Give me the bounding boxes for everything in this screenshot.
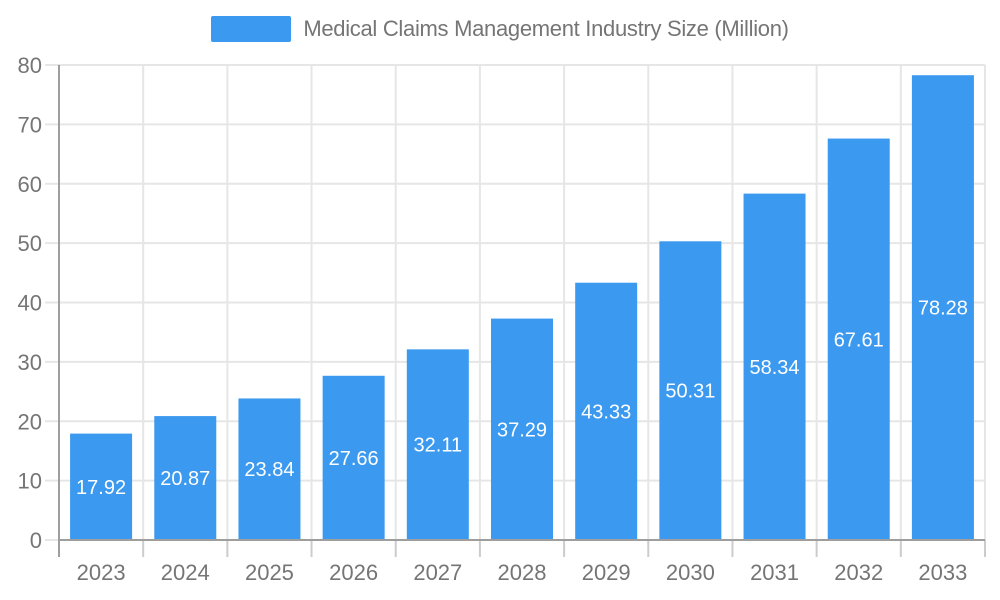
legend-item[interactable]: Medical Claims Management Industry Size … <box>211 16 789 42</box>
x-tick-label: 2033 <box>918 560 967 585</box>
chart-legend: Medical Claims Management Industry Size … <box>0 16 1000 42</box>
legend-swatch <box>211 16 292 42</box>
x-tick-label: 2029 <box>582 560 631 585</box>
bar-value-label: 50.31 <box>665 381 715 403</box>
bar-value-label: 32.11 <box>414 435 463 457</box>
x-tick-label: 2024 <box>161 560 210 585</box>
x-tick-label: 2031 <box>750 560 799 585</box>
bar <box>827 138 890 541</box>
bar <box>322 375 385 540</box>
x-tick-label: 2025 <box>245 560 294 585</box>
bar-value-label: 23.84 <box>244 459 294 481</box>
y-tick-label: 0 <box>30 528 42 553</box>
bar <box>70 433 133 540</box>
bar-value-label: 58.34 <box>750 357 800 379</box>
bar-value-label: 17.92 <box>76 477 126 499</box>
x-tick-label: 2027 <box>413 560 462 585</box>
y-tick-label: 60 <box>18 172 42 197</box>
y-tick-label: 30 <box>18 350 42 375</box>
x-tick-label: 2030 <box>666 560 715 585</box>
bar <box>743 193 806 540</box>
chart-title: Medical Claims Management Industry Size … <box>303 16 789 41</box>
y-tick-label: 70 <box>18 112 42 137</box>
y-tick-label: 50 <box>18 231 42 256</box>
y-tick-label: 40 <box>18 291 42 316</box>
bar-value-label: 37.29 <box>497 419 547 441</box>
bar-value-label: 67.61 <box>834 329 884 351</box>
x-tick-label: 2026 <box>329 560 378 585</box>
bar <box>238 398 301 540</box>
x-tick-label: 2023 <box>77 560 126 585</box>
x-tick-label: 2028 <box>498 560 547 585</box>
bar-value-label: 27.66 <box>329 448 379 470</box>
y-tick-label: 20 <box>18 409 42 434</box>
bar <box>911 75 974 541</box>
bar <box>659 241 722 541</box>
bar-value-label: 43.33 <box>581 401 631 423</box>
bar <box>575 282 638 540</box>
bar <box>491 318 553 540</box>
bar-value-label: 78.28 <box>918 298 968 320</box>
y-tick-label: 10 <box>18 469 42 494</box>
bar-value-label: 20.87 <box>160 468 210 490</box>
x-tick-label: 2032 <box>834 560 883 585</box>
bar <box>406 349 469 540</box>
y-tick-label: 80 <box>18 53 42 78</box>
bar <box>154 416 217 540</box>
